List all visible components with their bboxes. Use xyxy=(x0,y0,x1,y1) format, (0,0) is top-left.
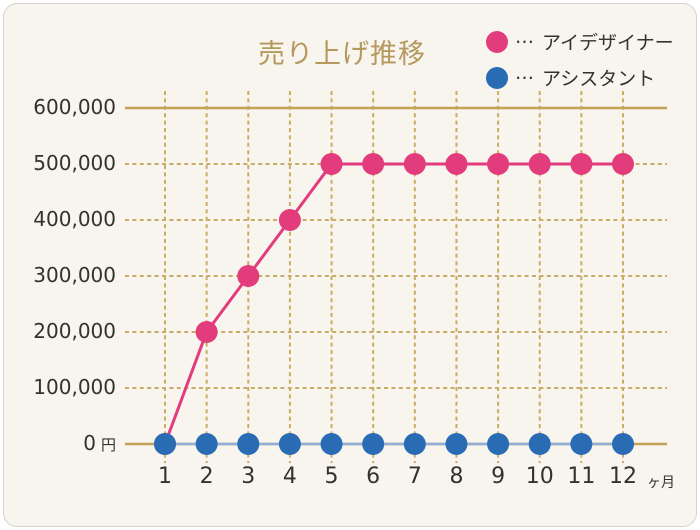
x-tick-label: 12 ヶ月 xyxy=(609,464,675,491)
legend: … アイデザイナー … アシスタント xyxy=(486,25,674,91)
legend-marker-assistant-icon xyxy=(486,66,508,89)
legend-label-assistant: アシスタント xyxy=(542,68,656,90)
legend-item-assistant: … アシスタント xyxy=(486,61,674,91)
chart-title: 売り上げ推移 xyxy=(258,39,426,70)
data-point-assistant xyxy=(445,433,468,455)
x-axis-unit: ヶ月 xyxy=(647,475,675,491)
data-point-assistant xyxy=(154,433,176,455)
data-point-assistant xyxy=(237,433,260,455)
x-tick-label: 7 xyxy=(407,464,422,489)
x-tick-label: 11 xyxy=(567,464,596,489)
data-point-eye-designer xyxy=(320,153,343,175)
data-point-assistant xyxy=(528,433,551,455)
data-point-eye-designer xyxy=(195,321,218,343)
data-point-eye-designer xyxy=(403,153,426,175)
legend-ellipsis: … xyxy=(515,25,535,48)
y-tick-label: 100,000 xyxy=(33,375,116,399)
data-point-eye-designer xyxy=(487,153,510,175)
data-point-assistant xyxy=(195,433,218,455)
data-point-assistant xyxy=(612,433,634,455)
legend-marker-eye-designer-icon xyxy=(486,30,508,53)
data-point-eye-designer xyxy=(528,153,551,175)
data-point-assistant xyxy=(362,433,385,455)
legend-ellipsis: … xyxy=(515,61,535,84)
y-axis: 0 円 100,000 200,000 300,000 400,000 500,000 600… xyxy=(0,0,116,530)
data-point-assistant xyxy=(403,433,426,455)
y-tick-label: 200,000 xyxy=(33,319,116,343)
data-point-eye-designer xyxy=(237,265,260,287)
x-tick-label: 10 xyxy=(525,464,554,489)
x-tick-label: 2 xyxy=(199,464,214,489)
x-tick-label: 5 xyxy=(324,464,339,489)
y-tick-label: 300,000 xyxy=(33,263,116,287)
x-tick-label: 8 xyxy=(449,464,464,489)
data-point-assistant xyxy=(487,433,510,455)
data-point-eye-designer xyxy=(278,209,301,231)
data-point-assistant xyxy=(570,433,593,455)
y-axis-unit: 円 xyxy=(100,436,116,454)
data-point-assistant xyxy=(278,433,301,455)
x-tick-label: 1 xyxy=(158,464,172,489)
data-point-eye-designer xyxy=(445,153,468,175)
legend-label-eye-designer: アイデザイナー xyxy=(542,32,674,54)
data-point-eye-designer xyxy=(612,153,634,175)
legend-item-eye-designer: … アイデザイナー xyxy=(486,25,674,55)
x-tick-label: 6 xyxy=(366,464,381,489)
data-point-assistant xyxy=(320,433,343,455)
y-tick-label: 500,000 xyxy=(33,151,116,175)
x-tick-label: 4 xyxy=(282,464,297,489)
y-tick-label: 400,000 xyxy=(33,207,116,231)
x-tick-label: 3 xyxy=(241,464,256,489)
y-tick-label: 600,000 xyxy=(33,95,116,119)
data-point-eye-designer xyxy=(362,153,385,175)
data-point-eye-designer xyxy=(570,153,593,175)
x-tick-label: 9 xyxy=(491,464,506,489)
